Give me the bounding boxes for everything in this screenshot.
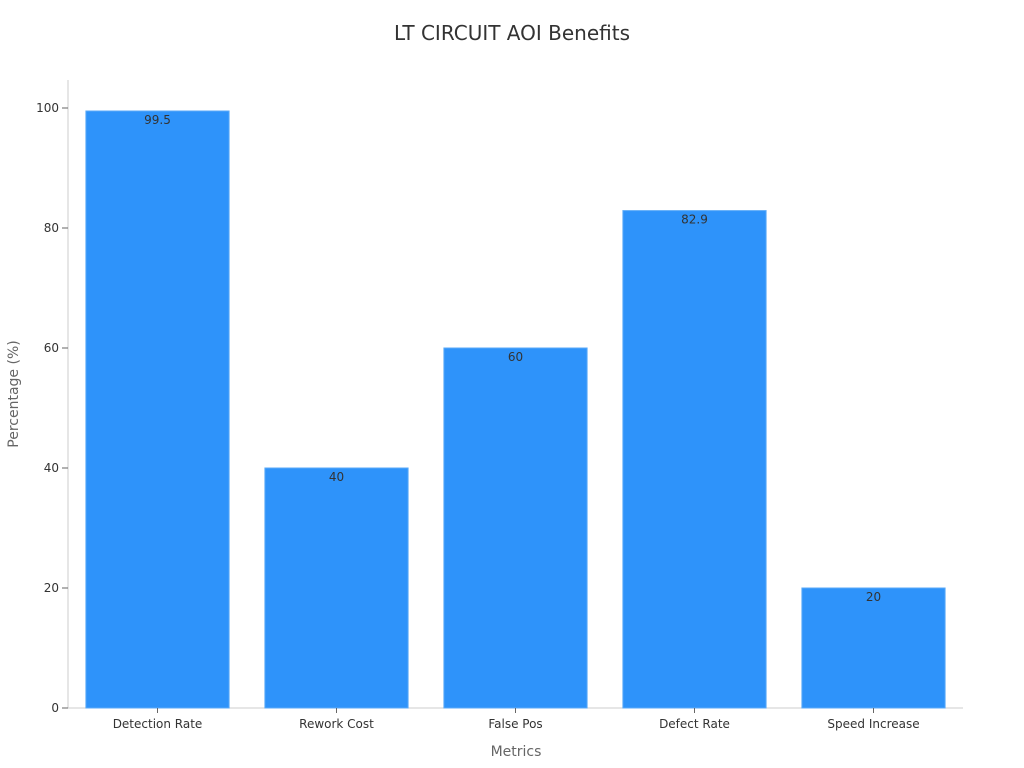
x-tick-label: Rework Cost [299, 717, 374, 731]
y-tick-label: 60 [44, 341, 59, 355]
bar [264, 467, 409, 709]
x-tick-label: False Pos [488, 717, 542, 731]
y-tick-label: 0 [51, 701, 59, 715]
x-tick-label: Speed Increase [827, 717, 919, 731]
bar-value-label: 99.5 [144, 113, 171, 127]
x-axis-title: Metrics [491, 744, 542, 760]
bar [443, 347, 588, 709]
y-tick-label: 80 [44, 221, 59, 235]
bar [622, 210, 767, 709]
y-axis-title: Percentage (%) [6, 340, 22, 447]
bar-value-label: 20 [866, 590, 881, 604]
bar [801, 587, 946, 709]
chart-title: LT CIRCUIT AOI Benefits [394, 21, 630, 45]
plot-area: 0 20 40 60 80 100 99.5 Detection Rate 40 Rework C… [36, 80, 963, 731]
bar [85, 110, 230, 709]
y-tick-label: 40 [44, 461, 59, 475]
bar-value-label: 60 [508, 350, 523, 364]
x-tick-label: Defect Rate [659, 717, 730, 731]
y-tick-label: 20 [44, 581, 59, 595]
x-tick-label: Detection Rate [113, 717, 203, 731]
y-tick-label: 100 [36, 101, 59, 115]
bar-value-label: 40 [329, 470, 344, 484]
bar-value-label: 82.9 [681, 213, 708, 227]
